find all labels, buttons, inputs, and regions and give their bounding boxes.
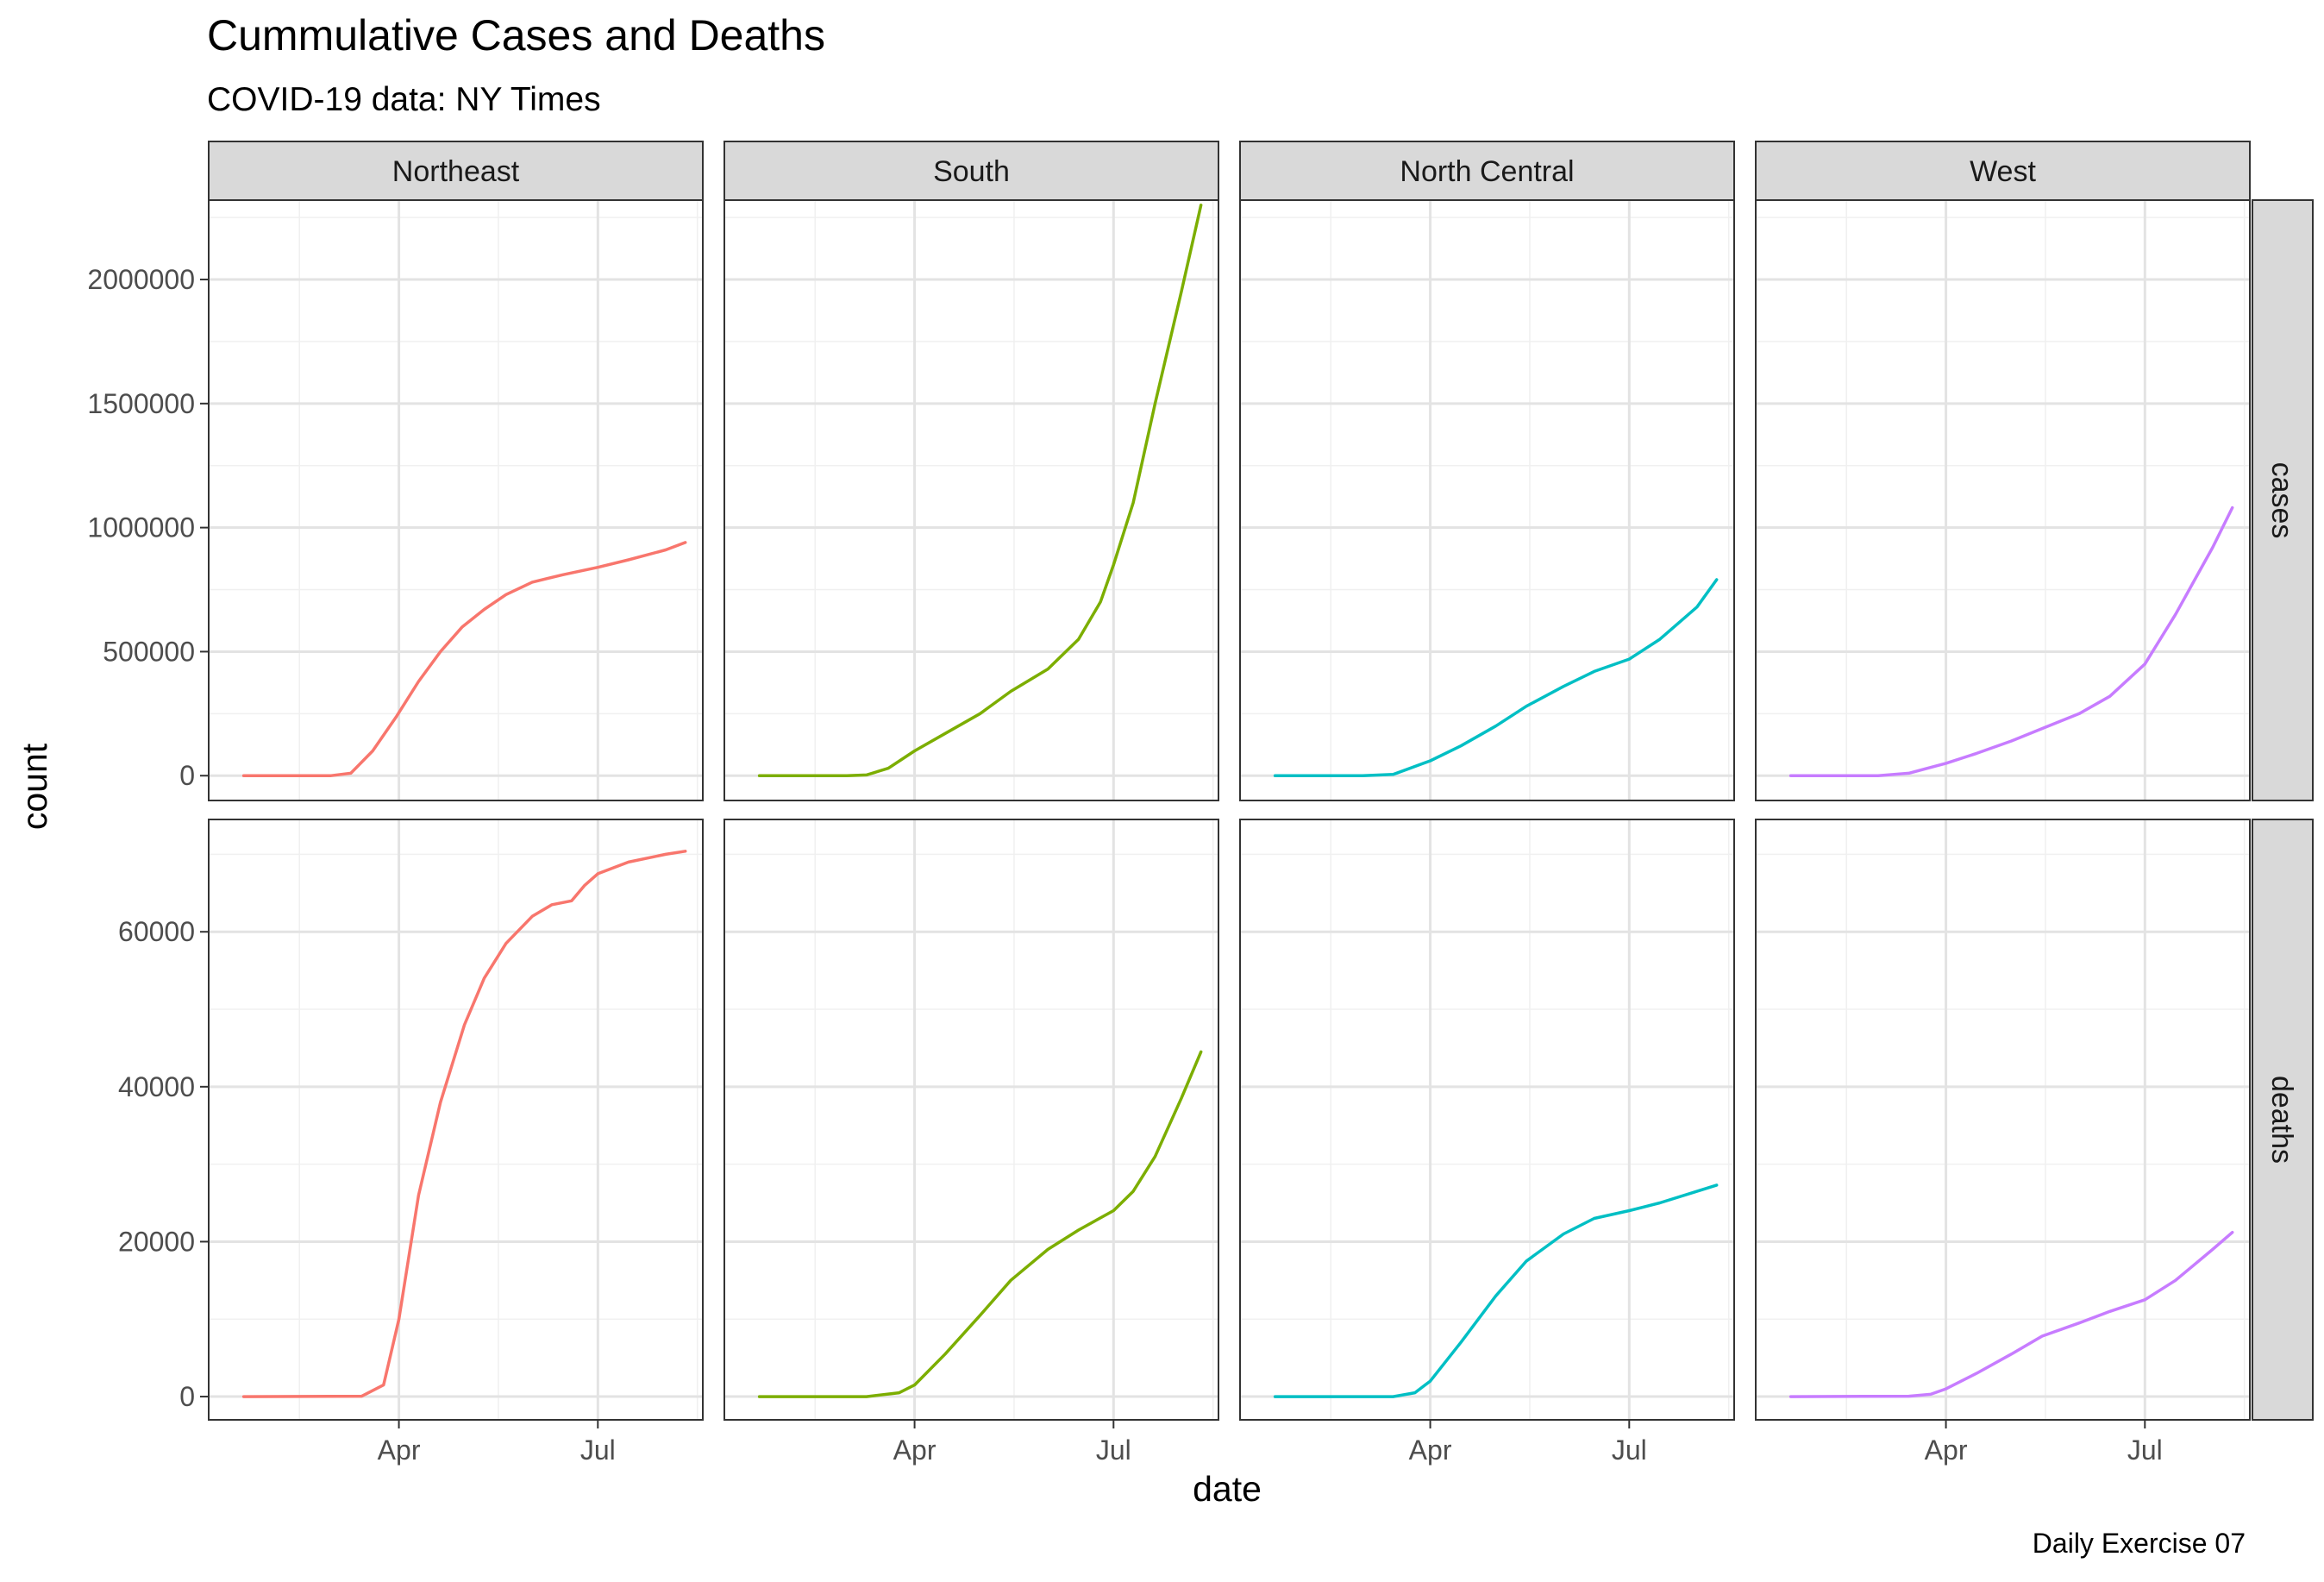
facet-panels: Northeast South North Central West cases 0 500… xyxy=(87,141,2314,1466)
panel-south-cases xyxy=(724,199,1219,801)
y-tick-label: 0 xyxy=(179,760,195,791)
x-tick-label: Apr xyxy=(893,1434,936,1466)
y-tick-label: 1000000 xyxy=(87,512,195,543)
panel-border xyxy=(208,819,704,1421)
panel-border xyxy=(724,199,1219,801)
panel-border xyxy=(208,199,704,801)
panel-border xyxy=(1239,819,1735,1421)
x-tick-label: Jul xyxy=(1096,1434,1131,1466)
x-tick-label: Apr xyxy=(1925,1434,1968,1466)
y-tick-label: 1500000 xyxy=(87,388,195,419)
series-line-north-central-deaths xyxy=(1273,1183,1719,1398)
panel-background xyxy=(1756,819,2250,1420)
strip-northeast xyxy=(208,141,704,201)
panel-northeast-deaths: Apr Jul xyxy=(208,819,704,1466)
panel-background xyxy=(1240,819,1734,1420)
series-line-north-central-cases xyxy=(1273,578,1719,777)
y-tick-label: 0 xyxy=(179,1381,195,1412)
panel-west-cases xyxy=(1755,199,2251,801)
strip-west xyxy=(1755,141,2251,201)
y-tick-label: 500000 xyxy=(103,636,195,667)
strip-deaths xyxy=(2252,819,2314,1421)
series-line-south-deaths xyxy=(757,1050,1203,1398)
strip-label-south: South xyxy=(933,155,1010,188)
series-line-northeast-deaths xyxy=(241,850,687,1398)
strip-cases xyxy=(2252,199,2314,801)
y-tick-label: 2000000 xyxy=(87,264,195,295)
y-tick-label: 60000 xyxy=(118,916,195,947)
panel-border xyxy=(1755,199,2251,801)
strip-north-central xyxy=(1239,141,1735,201)
strip-south xyxy=(724,141,1219,201)
y-tick-label: 20000 xyxy=(118,1226,195,1257)
panel-background xyxy=(209,819,703,1420)
x-tick-label: Jul xyxy=(2127,1434,2163,1466)
y-axis-title: count xyxy=(15,743,54,830)
x-tick-label: Apr xyxy=(378,1434,421,1466)
panel-background xyxy=(724,200,1218,800)
strip-label-northeast: Northeast xyxy=(392,155,520,188)
strip-label-cases: cases xyxy=(2265,462,2298,539)
panel-background xyxy=(209,200,703,800)
series-line-northeast-cases xyxy=(241,541,687,777)
panel-border xyxy=(1239,199,1735,801)
series-line-west-cases xyxy=(1788,505,2234,777)
chart-subtitle: COVID-19 data: NY Times xyxy=(207,81,601,118)
x-tick-label: Jul xyxy=(580,1434,616,1466)
panel-background xyxy=(1756,200,2250,800)
series-line-west-deaths xyxy=(1788,1230,2234,1398)
panel-border xyxy=(1755,819,2251,1421)
chart-caption: Daily Exercise 07 xyxy=(2033,1528,2246,1559)
x-tick-label: Jul xyxy=(1612,1434,1647,1466)
panel-north-central-cases xyxy=(1239,199,1735,801)
series-line-south-cases xyxy=(757,204,1203,777)
panel-background xyxy=(1240,200,1734,800)
panel-northeast-cases xyxy=(208,199,704,801)
y-tick-label: 40000 xyxy=(118,1071,195,1102)
strip-label-deaths: deaths xyxy=(2265,1076,2298,1164)
x-tick-label: Apr xyxy=(1409,1434,1452,1466)
panel-south-deaths: Apr Jul xyxy=(724,819,1219,1466)
panel-west-deaths: Apr Jul xyxy=(1755,819,2251,1466)
strip-label-west: West xyxy=(1970,155,2036,188)
panel-north-central-deaths: Apr Jul xyxy=(1239,819,1735,1466)
panel-border xyxy=(724,819,1219,1421)
panel-background xyxy=(724,819,1218,1420)
strip-label-north-central: North Central xyxy=(1400,155,1574,188)
chart-title: Cummulative Cases and Deaths xyxy=(207,11,825,60)
x-axis-title: date xyxy=(1193,1469,1262,1509)
